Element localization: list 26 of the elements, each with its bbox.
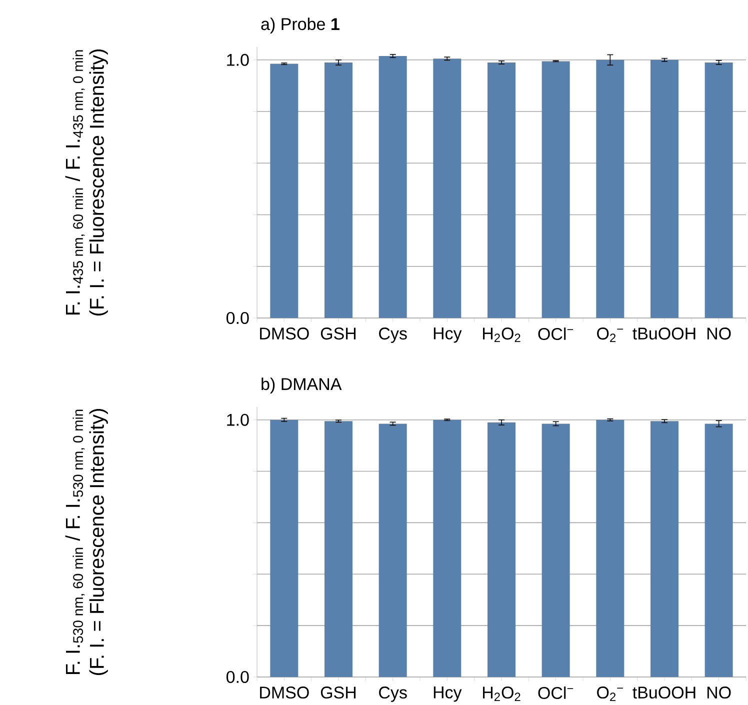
y-tick-label: 1.0 [227, 54, 249, 66]
x-tick-label: tBuOOH [632, 327, 696, 340]
y-axis-title: $\begin{array}{c}\text{F. I.}_{\text{530 nm, 60 min}}\text{ / F. I.}_{\text{530 nm, 0 min}}\\ \text{(F. I. = Fluorescence Intensity)}\end{array}$ [65, 408, 108, 675]
x-tick-label: GSH [320, 686, 356, 698]
y-tick-label: 0.0 [226, 670, 249, 683]
x-tick-label: NO [707, 686, 731, 698]
y-tick-label: 1.0 [227, 414, 249, 426]
x-tick-label: H$_{2}$O$_{2}$ [483, 686, 520, 701]
chart-title: b) DMANA [262, 378, 342, 394]
x-tick-label: DMSO [260, 686, 309, 698]
x-tick-label: Hcy [434, 327, 462, 343]
y-tick-label: 0.0 [226, 312, 249, 324]
x-tick-label: NO [707, 327, 731, 340]
x-tick-label: tBuOOH [632, 686, 696, 698]
x-tick-label: O$_{2}$− [597, 327, 623, 342]
x-tick-label: Hcy [434, 686, 462, 702]
x-tick-label: OCl$^{−}$ [538, 327, 574, 340]
chart-title: a) Probe 1 [261, 18, 340, 34]
x-tick-label: H$_{2}$O$_{2}$ [483, 327, 520, 342]
x-tick-label: O$_{2}$− [597, 686, 623, 701]
x-tick-label: DMSO [260, 327, 309, 340]
x-tick-label: GSH [320, 327, 356, 340]
y-axis-title: $\begin{array}{c}\text{F. I.}_{\text{435 nm, 60 min}}\text{ / F. I.}_{\text{435 nm, 0 min}}\\ \text{(F. I. = Fluorescence Intensity)}\end{array}$ [65, 49, 108, 316]
x-tick-label: Cys [379, 686, 407, 702]
x-tick-label: OCl$^{−}$ [538, 686, 574, 699]
x-tick-label: Cys [379, 327, 407, 343]
